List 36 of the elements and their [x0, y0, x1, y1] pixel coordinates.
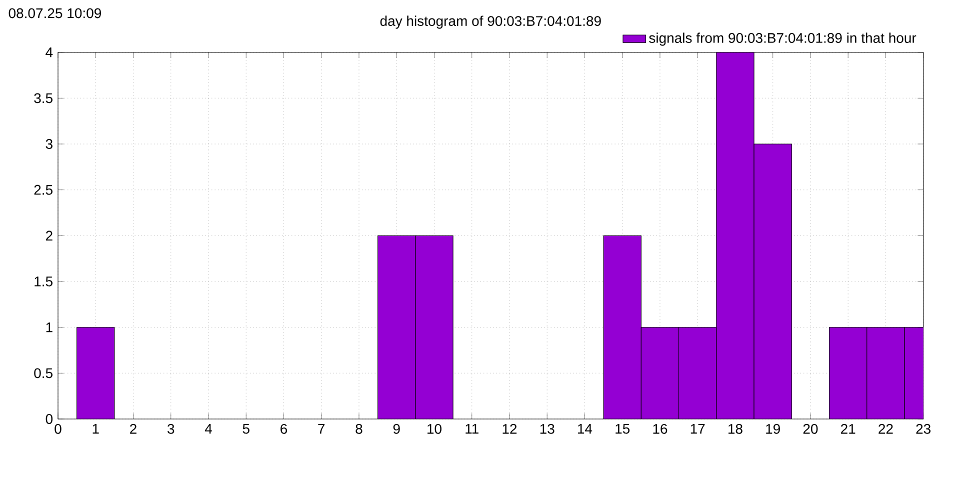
y-tick-label: 3 [46, 139, 52, 149]
text: 08.07.25 10:09 [8, 8, 101, 18]
x-tick-label: 12 [502, 424, 517, 434]
x-tick-label: 1 [92, 424, 99, 434]
y-tick-label: 3.5 [34, 93, 52, 104]
x-tick-label: 23 [916, 424, 931, 434]
y-tick-label: 4 [46, 48, 53, 58]
x-tick-label: 16 [653, 424, 668, 434]
x-tick-label: 21 [841, 424, 856, 434]
y-tick-label: 1.5 [34, 276, 52, 286]
x-tick-label: 18 [728, 424, 742, 434]
x-tick-label: 2 [130, 424, 136, 434]
chart-title: day histogram of 90:03:B7:04:01:89 [380, 16, 601, 29]
x-tick-label: 20 [803, 424, 818, 434]
x-tick-label: 3 [168, 424, 174, 434]
x-tick-label: 6 [280, 424, 288, 434]
x-tick-label: 0 [54, 424, 62, 434]
x-tick-label: 13 [540, 424, 554, 434]
legend-label: signals from 90:03:B7:04:01:89 in that hour [649, 32, 916, 46]
y-tick-label: 2.5 [34, 184, 52, 195]
x-tick-label: 10 [428, 424, 442, 434]
y-tick-label: 1 [46, 322, 52, 332]
x-tick-label: 4 [204, 424, 212, 434]
x-tick-label: 17 [690, 424, 705, 434]
y-tick-label: 0.5 [34, 368, 52, 378]
x-tick-label: 19 [766, 424, 780, 434]
x-tick-label: 22 [878, 424, 893, 434]
x-tick-label: 15 [616, 424, 630, 434]
x-tick-label: 14 [578, 424, 592, 434]
y-tick-label: 2 [46, 230, 52, 241]
x-tick-label: 7 [318, 424, 325, 434]
x-tick-label: 9 [393, 424, 400, 434]
x-tick-label: 8 [356, 424, 362, 434]
x-tick-label: 5 [242, 424, 250, 434]
y-tick-label: 0 [46, 414, 53, 424]
x-tick-label: 11 [466, 424, 478, 434]
